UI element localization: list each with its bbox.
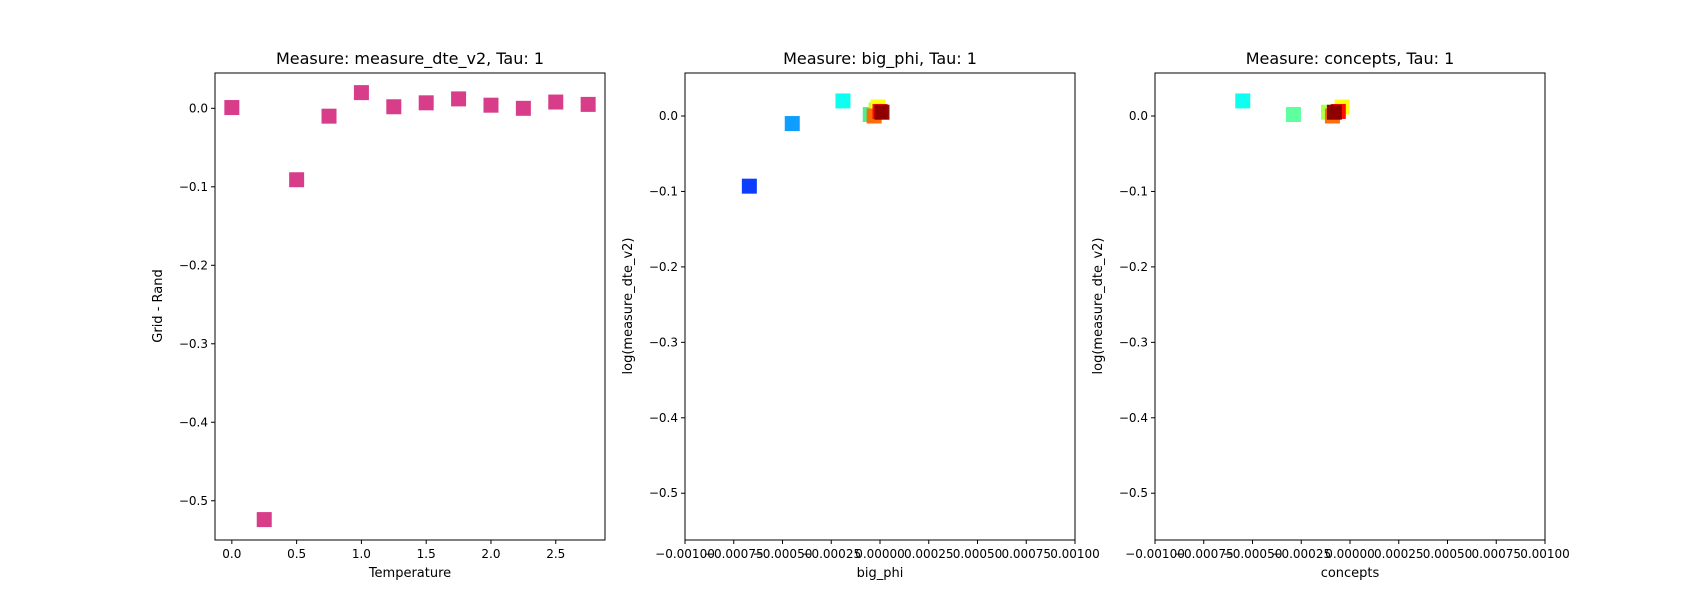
subplot-3-marks (1235, 93, 1350, 124)
subplot-3-point-6 (1326, 104, 1342, 120)
subplot-3-ytick-label-0: 0.0 (1129, 109, 1148, 123)
subplot-2-ytick-label-2: −0.2 (649, 260, 678, 274)
subplot-1-ytick-label-2: −0.2 (179, 258, 208, 272)
subplot-3-ytick-label-3: −0.3 (1119, 335, 1148, 349)
subplot-2-point-1 (784, 116, 800, 132)
subplot-3-xtick-label-4: 0.00000 (1325, 547, 1375, 561)
subplot-1-xtick-label-2: 1.0 (352, 547, 371, 561)
subplot-1-ylabel: Grid - Rand (151, 269, 166, 342)
subplot-2-point-8 (874, 104, 890, 120)
subplot-3-ytick-label-1: −0.1 (1119, 184, 1148, 198)
subplot-2-xtick-label-1: −0.00075 (704, 547, 764, 561)
subplot-3-xtick-label-0: −0.00100 (1125, 547, 1185, 561)
subplot-1-point-2 (289, 172, 305, 188)
subplot-1-point-6 (418, 95, 434, 111)
subplot-2-xtick-label-4: 0.00000 (855, 547, 905, 561)
subplot-3-xtick-label-1: −0.00075 (1174, 547, 1234, 561)
subplot-1-ytick-label-3: −0.3 (179, 337, 208, 351)
subplot-2-xtick-label-5: 0.00025 (904, 547, 954, 561)
subplot-3-xtick-label-7: 0.00075 (1471, 547, 1521, 561)
subplot-2-xtick-label-2: −0.00050 (753, 547, 813, 561)
subplot-3-xtick-label-5: 0.00025 (1374, 547, 1424, 561)
subplot-1-point-5 (386, 99, 402, 115)
subplot-3-point-1 (1285, 106, 1301, 122)
subplot-2-ytick-label-4: −0.4 (649, 411, 678, 425)
subplot-3-ytick-label-4: −0.4 (1119, 411, 1148, 425)
subplot-1-point-4 (353, 85, 369, 101)
subplot-1-point-8 (483, 97, 499, 113)
subplot-1-title: Measure: measure_dte_v2, Tau: 1 (276, 49, 544, 69)
subplot-3-xtick-label-3: −0.00025 (1271, 547, 1331, 561)
subplot-1: Measure: measure_dte_v2, Tau: 1 0.0 0.5 1.… (151, 49, 606, 581)
subplot-2-ytick-label-3: −0.3 (649, 335, 678, 349)
subplot-3-xlabel: concepts (1321, 566, 1380, 581)
subplot-1-xtick-label-1: 0.5 (287, 547, 306, 561)
subplot-2-ytick-label-1: −0.1 (649, 184, 678, 198)
subplot-3-title: Measure: concepts, Tau: 1 (1246, 49, 1455, 68)
subplot-1-point-1 (256, 512, 272, 528)
subplot-1-ytick-label-0: 0.0 (189, 101, 208, 115)
subplot-1-ytick-label-5: −0.5 (179, 494, 208, 508)
subplot-2-xlabel: big_phi (857, 566, 904, 581)
subplot-3: Measure: concepts, Tau: 1 −0.00100−0.000… (1091, 49, 1570, 581)
subplot-2-ytick-label-0: 0.0 (659, 109, 678, 123)
subplot-2-xtick-label-8: 0.00100 (1050, 547, 1100, 561)
subplot-1-point-0 (224, 100, 240, 116)
subplot-1-frame (214, 72, 606, 541)
subplot-3-ytick-label-5: −0.5 (1119, 486, 1148, 500)
subplot-1-xtick-label-3: 1.5 (417, 547, 436, 561)
subplot-1-point-10 (548, 94, 564, 110)
subplot-2-xtick-label-3: −0.00025 (801, 547, 861, 561)
subplot-2-xtick-label-0: −0.00100 (655, 547, 715, 561)
subplot-1-ticks: 0.0 0.5 1.0 1.5 2.0 2.5 0.0 −0.1 −0.2 −0.3 −0.4 −0.… (179, 101, 565, 561)
subplot-1-xtick-label-0: 0.0 (222, 547, 241, 561)
subplot-1-point-9 (515, 100, 531, 116)
subplot-1-xtick-label-5: 2.5 (546, 547, 565, 561)
subplot-2-point-2 (835, 93, 851, 109)
subplot-3-point-0 (1235, 93, 1251, 109)
subplot-2-xtick-label-6: 0.00050 (953, 547, 1003, 561)
subplot-3-ytick-label-2: −0.2 (1119, 260, 1148, 274)
subplot-1-ytick-label-4: −0.4 (179, 415, 208, 429)
subplot-2-xtick-label-7: 0.00075 (1001, 547, 1051, 561)
subplot-3-ylabel: log(measure_dte_v2) (1091, 238, 1106, 375)
subplot-3-xtick-label-6: 0.00050 (1423, 547, 1473, 561)
subplot-2-ylabel: log(measure_dte_v2) (621, 238, 636, 375)
subplot-1-xlabel: Temperature (368, 566, 451, 581)
subplot-2-point-0 (741, 178, 757, 194)
subplot-3-xtick-label-8: 0.00100 (1520, 547, 1570, 561)
subplot-2-title: Measure: big_phi, Tau: 1 (783, 49, 977, 69)
subplot-1-point-3 (321, 108, 337, 124)
subplot-1-ytick-label-1: −0.1 (179, 180, 208, 194)
subplot-2: Measure: big_phi, Tau: 1 −0.00100−0.0007… (621, 49, 1100, 581)
subplot-1-xtick-label-4: 2.0 (481, 547, 500, 561)
subplot-2-marks (741, 93, 890, 194)
subplot-1-point-11 (580, 96, 596, 112)
subplot-1-point-7 (451, 91, 467, 107)
subplot-3-xtick-label-2: −0.00050 (1223, 547, 1283, 561)
subplot-1-marks (224, 85, 596, 528)
subplot-2-ytick-label-5: −0.5 (649, 486, 678, 500)
